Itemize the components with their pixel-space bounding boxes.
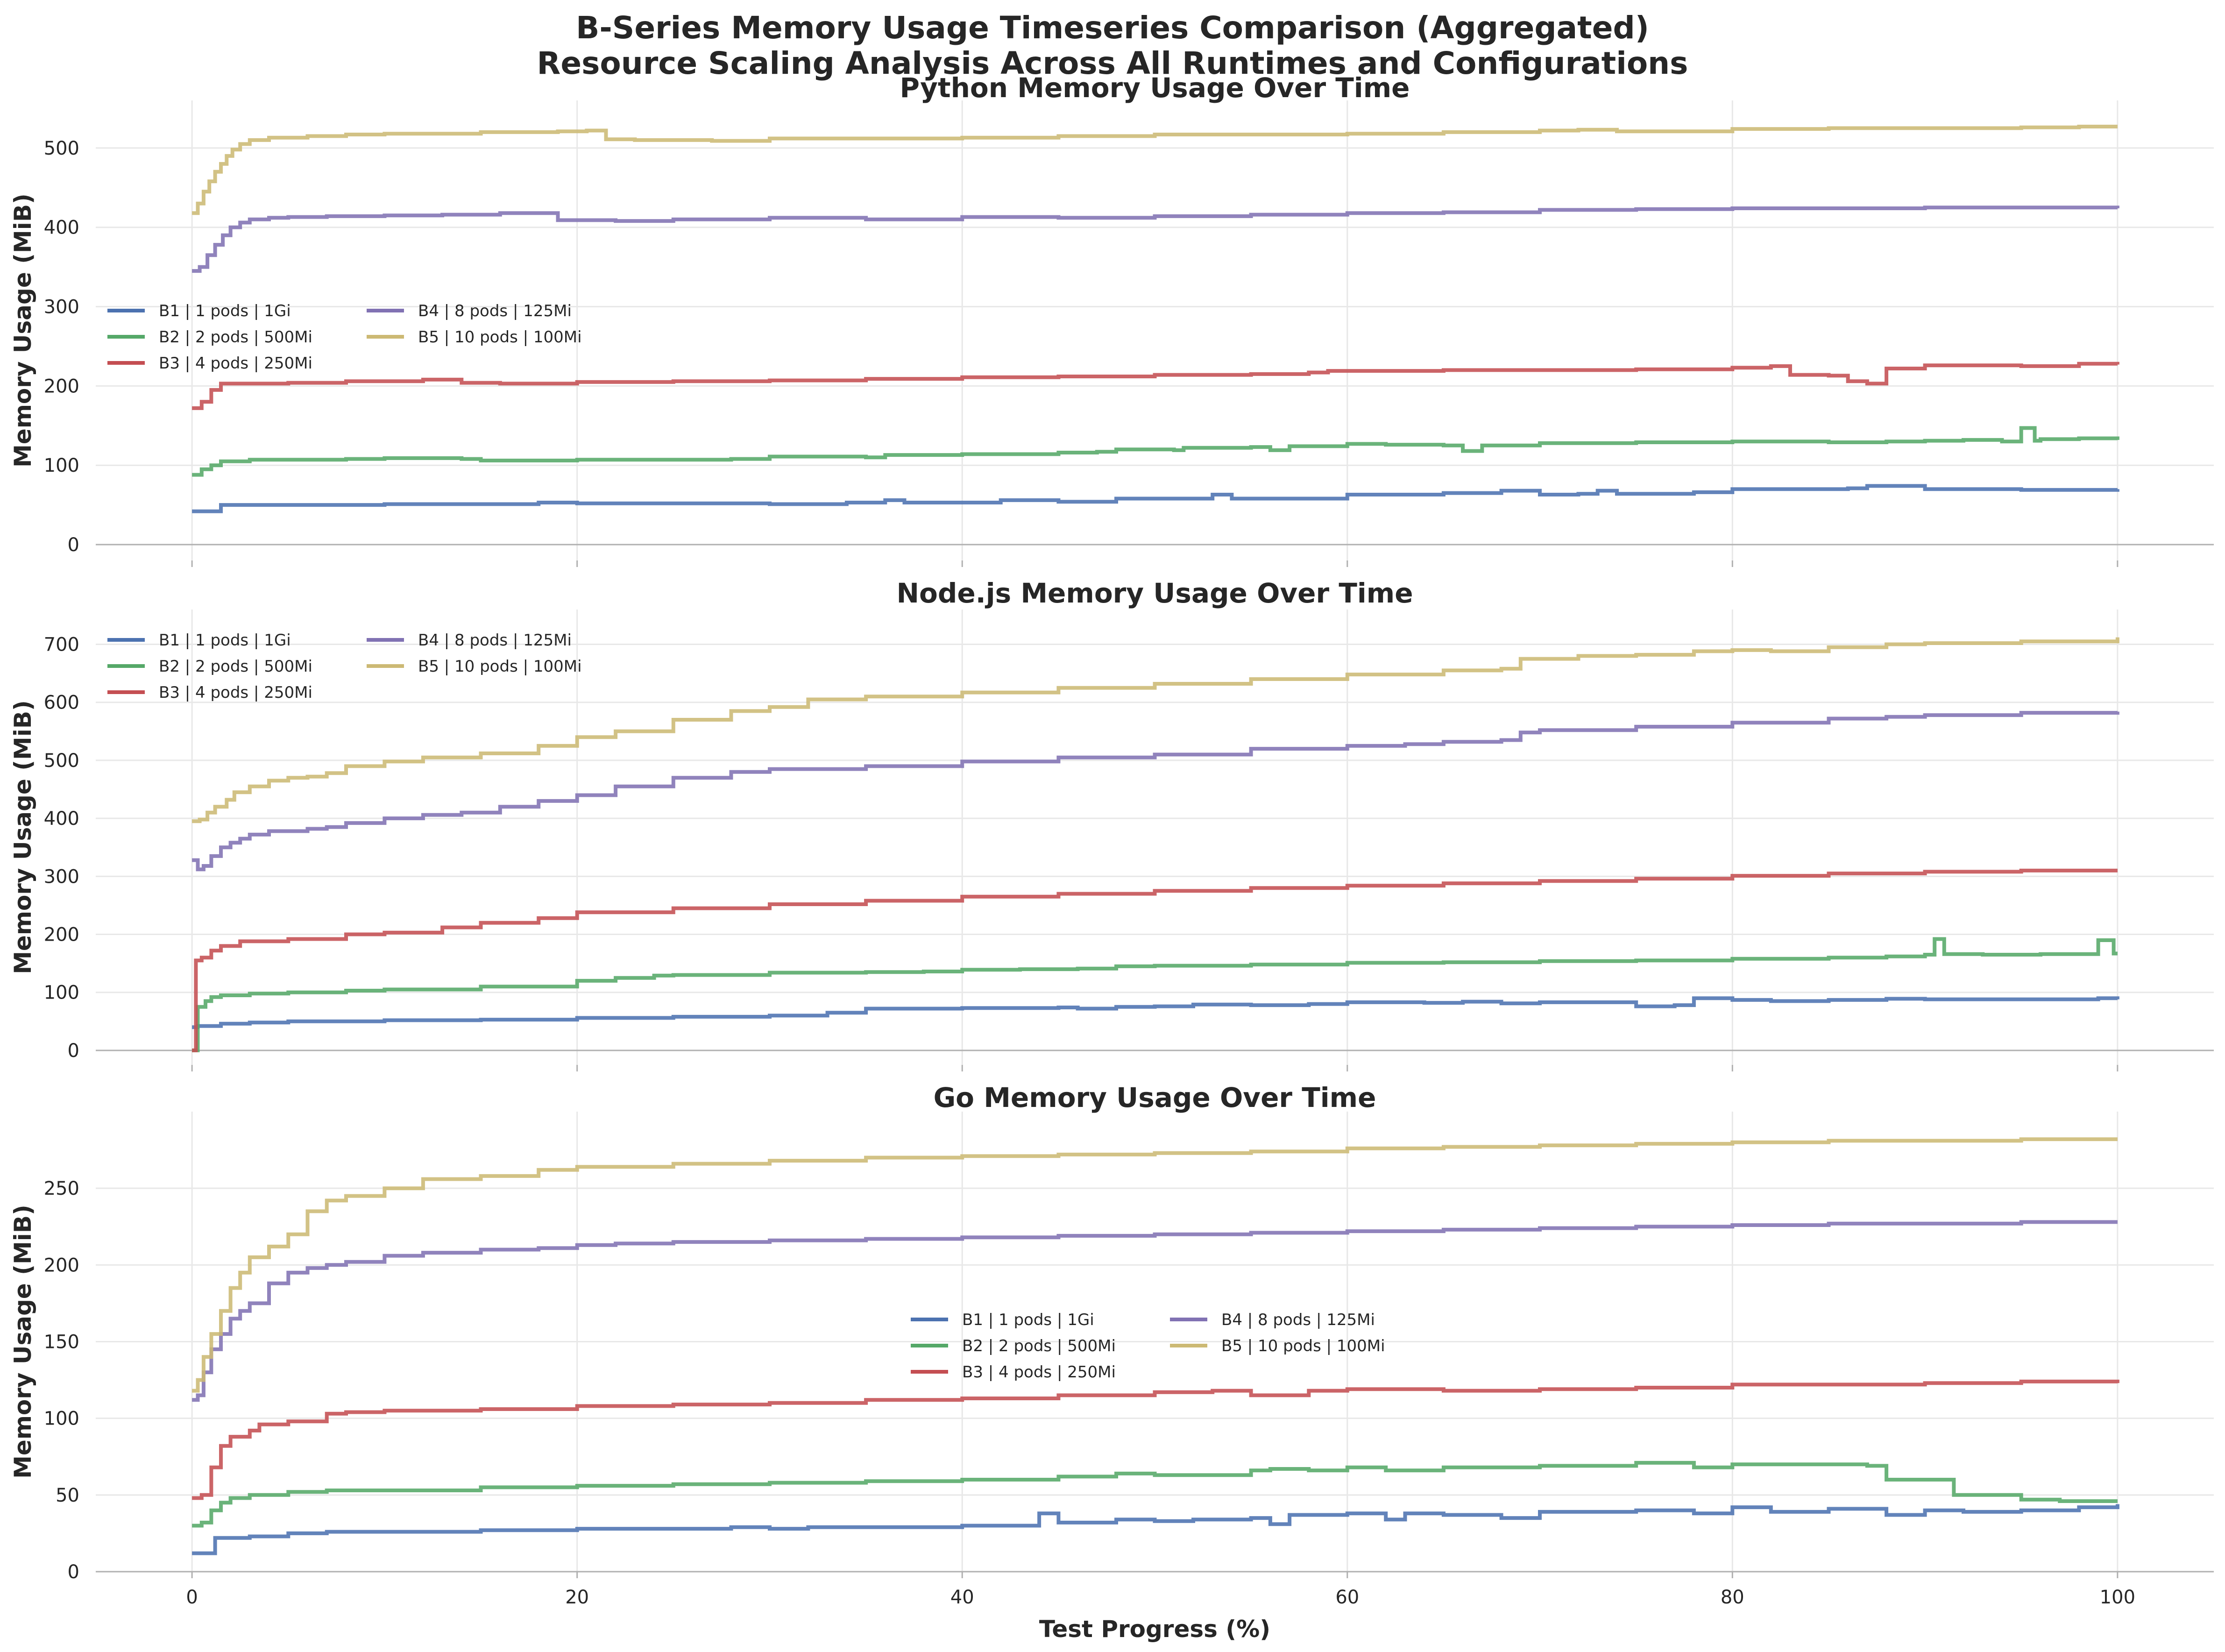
y-tick-label: 700	[44, 634, 79, 656]
panel-title: Node.js Memory Usage Over Time	[896, 577, 1413, 609]
y-tick-label: 500	[44, 750, 79, 772]
panels: Python Memory Usage Over Time Memory Usag…	[9, 72, 2214, 1643]
legend: B1 | 1 pods | 1Gi B2 | 2 pods | 500Mi B3 |…	[911, 1311, 1385, 1382]
series-line	[192, 206, 2119, 273]
series-line	[192, 637, 2119, 823]
legend-label: B4 | 8 pods | 125Mi	[418, 631, 572, 650]
y-tick-label: 100	[44, 982, 79, 1004]
y-tick-label: 100	[44, 1408, 79, 1430]
y-tick-label: 50	[56, 1485, 79, 1506]
legend-label: B1 | 1 pods | 1Gi	[962, 1311, 1094, 1329]
y-tick-label: 500	[44, 138, 79, 159]
legend-label: B2 | 2 pods | 500Mi	[962, 1337, 1116, 1355]
y-tick-label: 0	[68, 534, 79, 556]
series-line	[192, 937, 2118, 1052]
series-line	[192, 711, 2119, 872]
y-tick-label: 300	[44, 297, 79, 318]
legend-label: B2 | 2 pods | 500Mi	[159, 657, 312, 676]
legend-label: B1 | 1 pods | 1Gi	[159, 302, 291, 320]
y-axis-label: Memory Usage (MiB)	[9, 1205, 36, 1479]
series-line	[192, 1137, 2118, 1393]
chart-panel: Go Memory Usage Over Time Memory Usage (M…	[9, 1082, 2214, 1643]
y-tick-label: 300	[44, 866, 79, 887]
legend-label: B5 | 10 pods | 100Mi	[418, 657, 582, 676]
y-axis-label: Memory Usage (MiB)	[9, 700, 36, 974]
y-tick-label: 200	[44, 924, 79, 946]
panel-title: Python Memory Usage Over Time	[900, 72, 1410, 104]
series-line	[192, 868, 2118, 1052]
y-tick-label: 0	[68, 1561, 79, 1583]
y-tick-label: 150	[44, 1332, 79, 1353]
x-tick-label: 0	[186, 1587, 198, 1608]
legend-label: B3 | 4 pods | 250Mi	[159, 354, 312, 373]
legend-label: B2 | 2 pods | 500Mi	[159, 328, 312, 347]
series-line	[192, 1379, 2119, 1500]
y-tick-label: 400	[44, 808, 79, 830]
series-line	[192, 362, 2119, 410]
legend-label: B5 | 10 pods | 100Mi	[1221, 1337, 1385, 1355]
series-line	[192, 1461, 2118, 1528]
series-line	[192, 1220, 2118, 1402]
x-tick-label: 60	[1335, 1587, 1359, 1608]
legend-label: B1 | 1 pods | 1Gi	[159, 631, 291, 650]
series-line	[192, 125, 2118, 215]
chart-panel: Node.js Memory Usage Over Time Memory Usa…	[9, 577, 2214, 1071]
series-line	[192, 1504, 2119, 1555]
series-line	[192, 484, 2119, 513]
x-tick-label: 40	[950, 1587, 974, 1608]
legend-label: B4 | 8 pods | 125Mi	[418, 302, 572, 320]
y-axis-label: Memory Usage (MiB)	[9, 193, 36, 468]
legend-label: B3 | 4 pods | 250Mi	[962, 1363, 1116, 1382]
y-tick-label: 0	[68, 1040, 79, 1062]
figure-subtitle: Resource Scaling Analysis Across All Run…	[537, 45, 1688, 81]
legend-label: B3 | 4 pods | 250Mi	[159, 683, 312, 702]
panel-title: Go Memory Usage Over Time	[934, 1082, 1376, 1113]
y-tick-label: 400	[44, 217, 79, 239]
x-axis-label: Test Progress (%)	[1039, 1616, 1270, 1643]
x-tick-label: 80	[1721, 1587, 1744, 1608]
series-line	[192, 426, 2119, 477]
y-tick-label: 200	[44, 376, 79, 397]
legend-label: B4 | 8 pods | 125Mi	[1221, 1311, 1375, 1329]
x-tick-label: 100	[2100, 1587, 2135, 1608]
y-tick-label: 100	[44, 455, 79, 476]
figure-title: B-Series Memory Usage Timeseries Compari…	[576, 10, 1649, 46]
y-tick-label: 600	[44, 692, 79, 714]
legend: B1 | 1 pods | 1Gi B2 | 2 pods | 500Mi B3 |…	[107, 302, 582, 373]
y-tick-label: 250	[44, 1178, 79, 1199]
x-tick-label: 20	[565, 1587, 589, 1608]
y-tick-label: 200	[44, 1255, 79, 1276]
series-line	[192, 996, 2119, 1029]
legend-label: B5 | 10 pods | 100Mi	[418, 328, 582, 347]
legend: B1 | 1 pods | 1Gi B2 | 2 pods | 500Mi B3 |…	[107, 631, 582, 702]
chart-panel: Python Memory Usage Over Time Memory Usag…	[9, 72, 2214, 567]
